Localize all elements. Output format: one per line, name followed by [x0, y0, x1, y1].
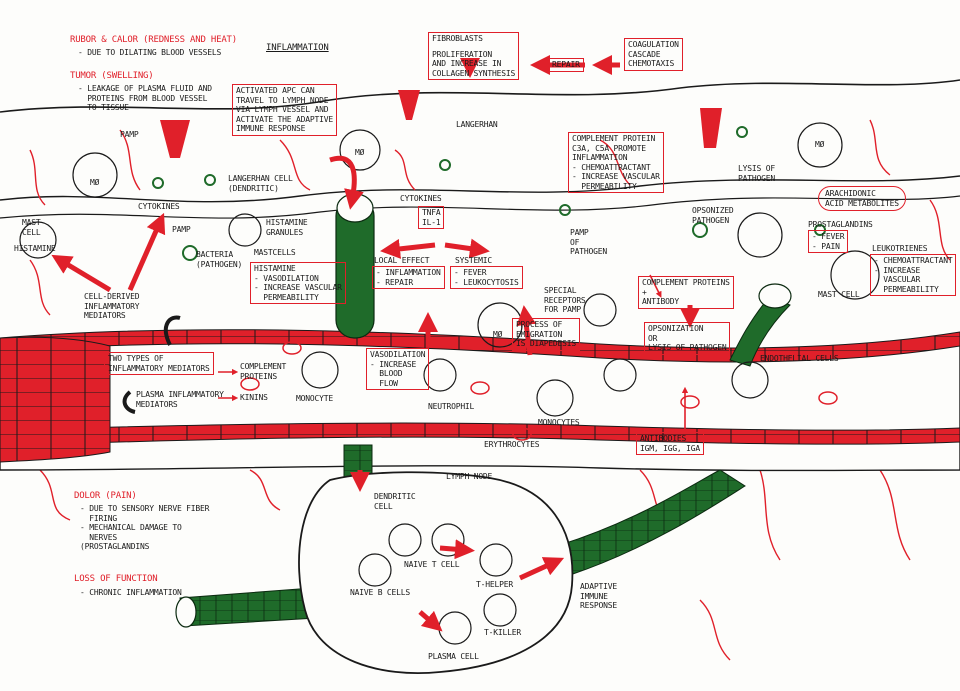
- cytokines-label-2: CYTOKINES: [400, 194, 442, 203]
- neutrophil-label: NEUTROPHIL: [428, 402, 475, 411]
- cell-derived-label: CELL-DERIVED INFLAMMATORY MEDIATORS: [84, 292, 140, 320]
- plasma-mediators-label: PLASMA INFLAMMATORY MEDIATORS: [136, 390, 224, 409]
- prostaglandins-label: PROSTAGLANDINS: [808, 220, 873, 229]
- box-inflam-repair: - INFLAMMATION - REPAIR: [372, 266, 445, 289]
- dolor-text: - DUE TO SENSORY NERVE FIBER FIRING - ME…: [80, 504, 210, 551]
- box-opsonization: OPSONIZATION OR LYSIS OF PATHOGEN: [644, 322, 731, 355]
- mo-label-2: Mø: [355, 148, 365, 157]
- arachidonic-label: ARACHIDONIC ACID METABOLITES: [818, 186, 906, 211]
- mast-cell-right-label: MAST CELL: [818, 290, 860, 299]
- mo-label-3: Mø: [815, 140, 825, 149]
- pamp-label-2: PAMP: [172, 225, 191, 234]
- tumor-title: TUMOR (SWELLING): [70, 71, 154, 81]
- lymph-vessel-right: [729, 283, 792, 367]
- langerhan-top-label: LANGERHAN: [456, 120, 498, 129]
- complement-proteins-label: COMPLEMENT PROTEINS: [240, 362, 287, 381]
- mast-cell-label: MAST CELL: [22, 218, 41, 237]
- box-fibroblasts: FIBROBLASTS PROLIFERATION AND INCREASE I…: [428, 32, 520, 80]
- rubor-text: - DUE TO DILATING BLOOD VESSELS: [78, 48, 222, 57]
- box-vasodilation: VASODILATION - INCREASE BLOOD FLOW: [366, 348, 430, 390]
- epidermis-boundary: [0, 175, 960, 203]
- langerhan-cell-label: LANGERHAN CELL (DENDRITIC): [228, 174, 293, 193]
- leukotrienes-label: LEUKOTRIENES: [872, 244, 928, 253]
- box-repair: REPAIR: [548, 58, 584, 72]
- adaptive-label: ADAPTIVE IMMUNE RESPONSE: [580, 582, 617, 610]
- box-fever-leuko: - FEVER - LEUKOCYTOSIS: [450, 266, 523, 289]
- monocyte-label: MONOCYTE: [296, 394, 333, 403]
- box-two-types: TWO TYPES OF INFLAMMATORY MEDIATORS: [104, 352, 214, 375]
- bacteria-label: BACTERIA (PATHOGEN): [196, 250, 243, 269]
- dolor-title: DOLOR (PAIN): [74, 491, 137, 501]
- fibroblasts-label: FIBROBLASTS: [432, 34, 483, 43]
- lymph-node-outline: [298, 471, 574, 674]
- loss-text: - CHRONIC INFLAMMATION: [80, 588, 182, 597]
- cytokines-label-1: CYTOKINES: [138, 202, 180, 211]
- endothelial-label: ENDOTHELIAL CELLS: [760, 354, 839, 363]
- blood-vessel-left-section: [0, 336, 111, 463]
- systemic-label: SYSTEMIC: [455, 256, 492, 265]
- capillaries: [29, 119, 951, 661]
- t-killer-label: T-KILLER: [484, 628, 521, 637]
- local-effect-label: LOCAL EFFECT: [374, 256, 430, 265]
- loss-title: LOSS OF FUNCTION: [74, 574, 158, 584]
- pathogens: [152, 126, 826, 261]
- pamp-of-pathogen-label: PAMP OF PATHOGEN: [570, 228, 607, 256]
- monocytes-label: MONOCYTES: [538, 418, 580, 427]
- erythrocytes-label: ERYTHROCYTES: [484, 440, 540, 449]
- special-receptors-label: SPECIAL RECEPTORS FOR PAMP: [544, 286, 586, 314]
- lymph-vessel-opening: [175, 596, 197, 628]
- mo-label-4: Mø: [493, 330, 503, 339]
- pamp-label-1: PAMP: [120, 130, 139, 139]
- lymph-node-label: LYMPH NODE: [446, 472, 493, 481]
- page-title: INFLAMMATION: [266, 43, 329, 53]
- box-antibodies: ANTIBODIES IgM, IgG, IgA: [636, 432, 705, 455]
- black-arrows: [122, 315, 181, 414]
- kinins-label: KININS: [240, 393, 268, 402]
- histamine-granules-label: HISTAMINE GRANULES: [266, 218, 308, 237]
- box-complement-c3: COMPLEMENT PROTEIN C3a, C5a PROMOTE INFL…: [568, 132, 664, 193]
- box-leuko-effects: - CHEMOATTRACTANT - INCREASE VASCULAR PE…: [870, 254, 957, 296]
- box-fever-pain: - FEVER - PAIN: [808, 230, 849, 253]
- blood-vessel-wall-bottom: [0, 422, 960, 447]
- box-tnf: TNFα IL-1: [418, 206, 445, 229]
- rubor-title: RUBOR & CALOR (REDNESS AND HEAT): [70, 35, 237, 45]
- mo-label-1: Mø: [90, 178, 100, 187]
- box-emigration: PROCESS OF EMIGRATION IS DIAPEDESIS: [512, 318, 581, 351]
- lymph-vessel-out-right: [559, 469, 746, 576]
- box-activated-apc: ACTIVATED APC CAN TRAVEL TO LYMPH NODE V…: [232, 84, 337, 136]
- thin-red-arrows: [218, 274, 689, 430]
- proliferation-label: PROLIFERATION AND INCREASE IN COLLAGEN S…: [432, 49, 516, 78]
- lysis-label: LYSIS OF PATHOGEN: [738, 164, 775, 183]
- naive-b-label: NAIVE B CELLS: [350, 588, 411, 597]
- box-complement-antibody: COMPLEMENT PROTEINS + ANTIBODY: [638, 276, 734, 309]
- wound-marks: [160, 90, 722, 158]
- box-histamine-effects: HISTAMINE - VASODILATION - INCREASE VASC…: [250, 262, 346, 304]
- tumor-text: - LEAKAGE OF PLASMA FLUID AND PROTEINS F…: [78, 84, 212, 112]
- lymph-vessel-out-left: [179, 587, 317, 627]
- skin-surface-line: [0, 79, 960, 113]
- t-helper-label: T-HELPER: [476, 580, 513, 589]
- opsonized-label: OPSONIZED PATHOGEN: [692, 206, 734, 225]
- erythrocytes: [240, 341, 838, 441]
- histamine-label: HISTAMINE: [14, 244, 56, 253]
- cells: [19, 122, 880, 645]
- dendritic-cell-label: DENDRITIC CELL: [374, 492, 416, 511]
- plasma-cell-label: PLASMA CELL: [428, 652, 479, 661]
- box-coagulation: COAGULATION CASCADE CHEMOTAXIS: [624, 38, 683, 71]
- naive-t-label: NAIVE T CELL: [404, 560, 460, 569]
- mastcells-label: MASTCELLS: [254, 248, 296, 257]
- red-arrows: [51, 55, 700, 632]
